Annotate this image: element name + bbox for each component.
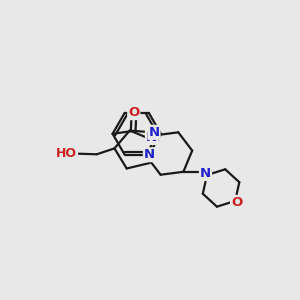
Text: HO: HO	[56, 147, 77, 160]
Text: N: N	[144, 148, 155, 161]
Text: N: N	[200, 167, 211, 180]
Text: N: N	[146, 131, 157, 144]
Text: O: O	[128, 106, 140, 119]
Text: O: O	[231, 196, 242, 209]
Text: N: N	[148, 126, 160, 139]
